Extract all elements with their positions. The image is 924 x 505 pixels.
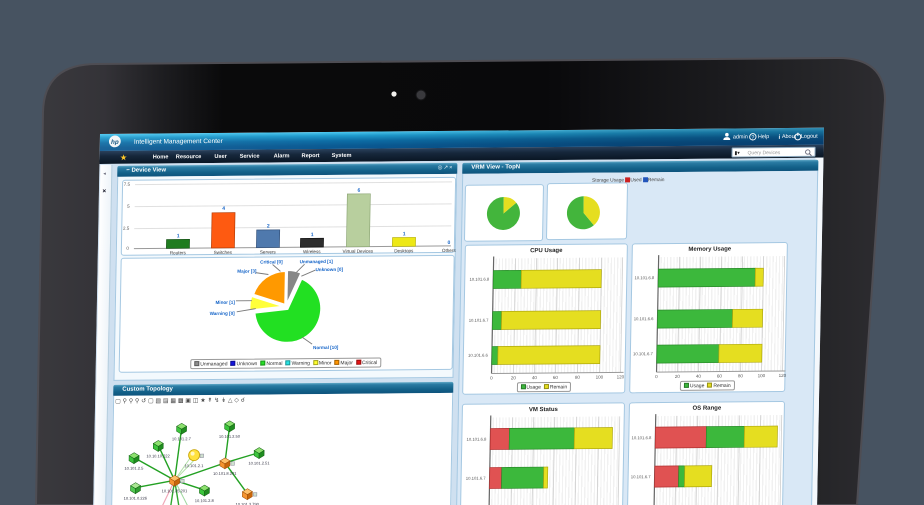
svg-text:i: i (778, 135, 780, 141)
svg-text:hp: hp (111, 139, 119, 146)
svg-text:?: ? (751, 135, 754, 141)
